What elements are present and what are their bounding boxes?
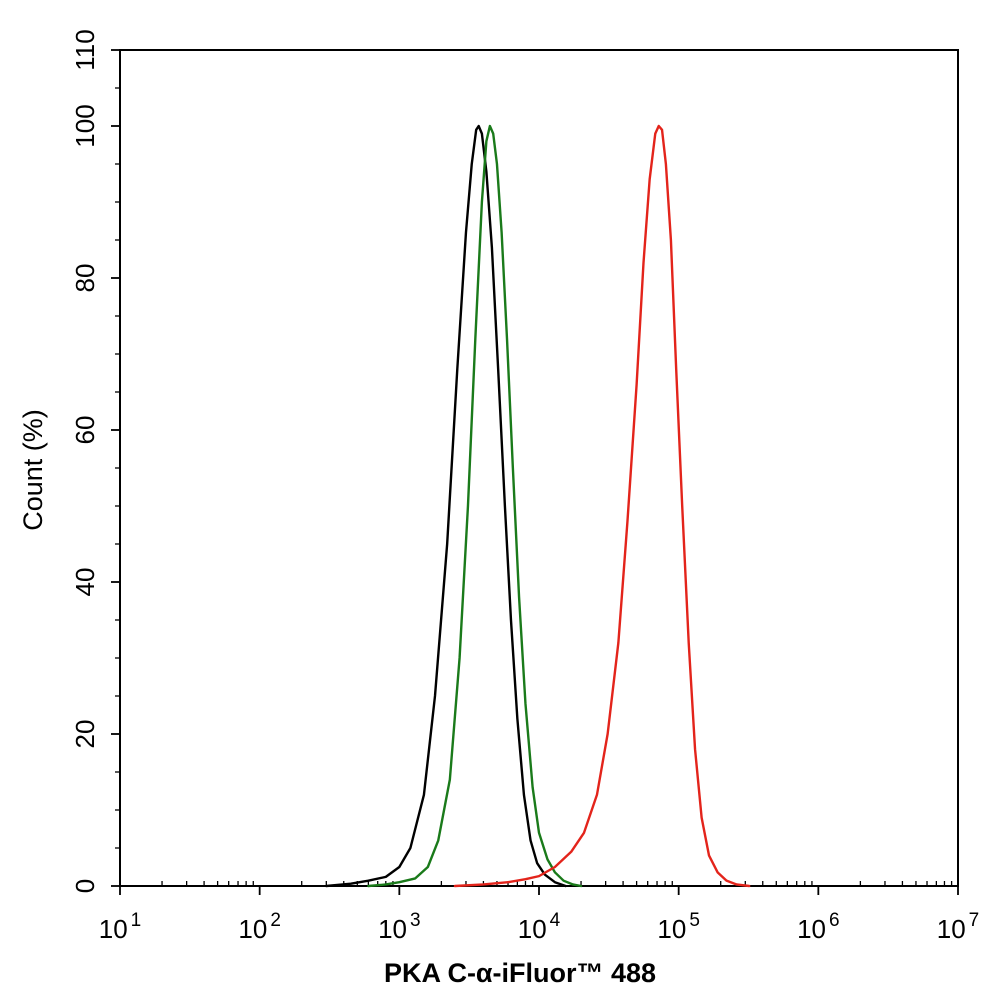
- x-tick-label: 10 5: [657, 910, 700, 944]
- minor-ticks: [115, 87, 953, 886]
- y-tick-label: 110: [70, 29, 100, 70]
- x-axis-title: PKA C-α-iFluor™ 488: [384, 958, 656, 988]
- y-tick-label: 60: [70, 416, 100, 445]
- y-tick-labels: 0 20 40 60 80 100 110: [70, 29, 100, 893]
- histogram-series-line-2: [367, 124, 583, 888]
- x-tick-label: 10 1: [99, 910, 142, 944]
- x-tick-label: 10 2: [238, 910, 281, 944]
- y-tick-label: 80: [70, 264, 100, 293]
- y-tick-label: 40: [70, 568, 100, 597]
- x-tick-label: 10 6: [797, 910, 840, 944]
- y-tick-label: 100: [70, 104, 100, 147]
- x-tick-label: 10 3: [378, 910, 421, 944]
- x-tick-labels: 10 1 10 2 10 3 10 4 10 5 10 6 10 7: [99, 910, 980, 944]
- x-tick-label: 10 7: [937, 910, 980, 944]
- x-tick-label: 10 4: [518, 910, 561, 944]
- plot-frame: [119, 49, 959, 887]
- series-layer: [325, 124, 751, 888]
- y-tick-label: 0: [70, 879, 100, 893]
- y-axis-title: Count (%): [18, 409, 48, 531]
- histogram-series-line-1: [325, 124, 567, 888]
- major-ticks: [111, 49, 959, 895]
- y-tick-label: 20: [70, 720, 100, 749]
- histogram-series-line-3: [453, 124, 751, 888]
